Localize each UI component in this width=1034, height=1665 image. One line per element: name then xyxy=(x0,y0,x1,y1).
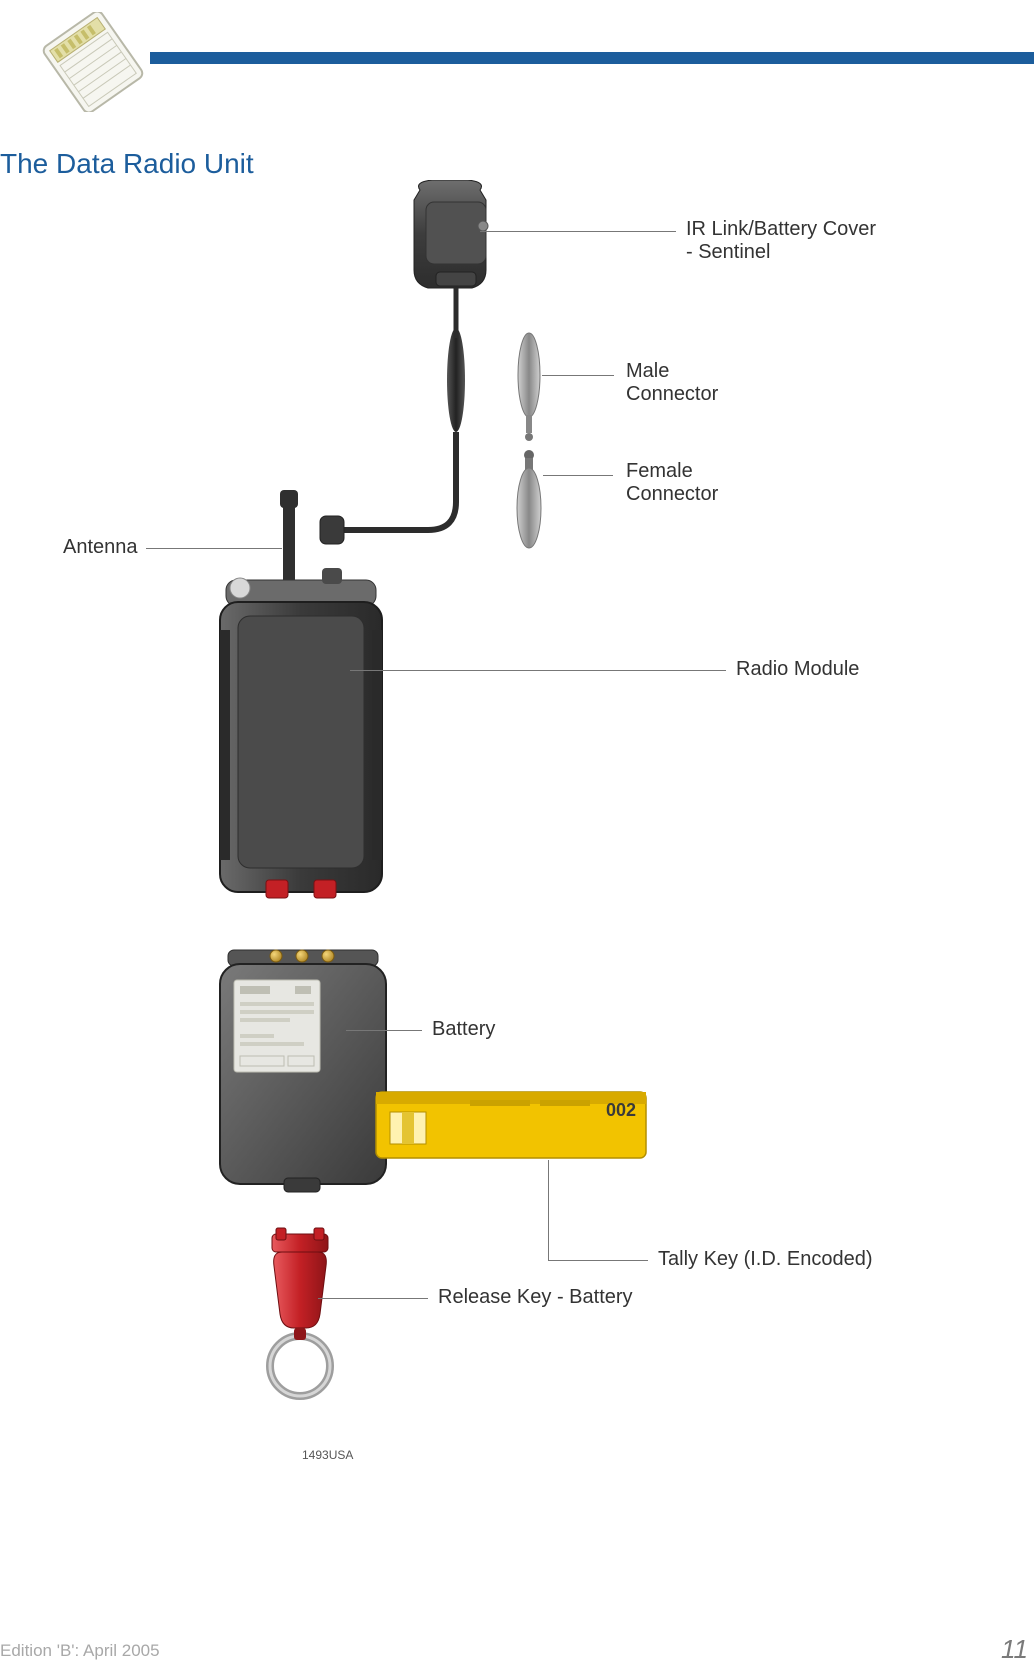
label-radio-module: Radio Module xyxy=(736,658,859,681)
label-male-connector-line2: Connector xyxy=(626,383,718,405)
sentinel-unit-graphic xyxy=(414,180,488,288)
header-rule xyxy=(150,52,1034,64)
leader-male-connector xyxy=(542,375,614,376)
leader-ir-link xyxy=(480,231,676,232)
label-female-connector-line1: Female xyxy=(626,460,693,482)
label-female-connector-line2: Connector xyxy=(626,483,718,505)
page: The Data Radio Unit xyxy=(0,0,1034,1665)
footer-edition: Edition 'B': April 2005 xyxy=(0,1641,160,1661)
leader-female-connector xyxy=(543,475,613,476)
tally-key-graphic: 002 xyxy=(376,1092,646,1158)
battery-graphic xyxy=(220,950,386,1192)
svg-text:002: 002 xyxy=(606,1100,636,1120)
leader-battery xyxy=(346,1030,422,1031)
leader-radio-module xyxy=(350,670,726,671)
release-key-graphic xyxy=(270,1228,330,1396)
label-female-connector: Female Connector xyxy=(626,460,718,506)
label-antenna: Antenna xyxy=(63,536,138,559)
footer-page-number: 11 xyxy=(1001,1634,1028,1665)
label-battery: Battery xyxy=(432,1018,495,1041)
label-ir-link-line1: IR Link/Battery Cover xyxy=(686,218,876,240)
section-title: The Data Radio Unit xyxy=(0,148,254,180)
male-connector-graphic xyxy=(518,333,540,441)
radio-module-graphic xyxy=(220,490,382,898)
label-male-connector: Male Connector xyxy=(626,360,718,406)
leader-tally-h xyxy=(548,1260,648,1261)
label-ir-link: IR Link/Battery Cover - Sentinel xyxy=(686,218,876,264)
main-illustration: 002 xyxy=(180,180,880,1580)
leader-antenna xyxy=(146,548,282,549)
female-connector-graphic xyxy=(517,450,541,548)
label-ir-link-line2: - Sentinel xyxy=(686,241,771,263)
cable-graphic xyxy=(320,288,465,544)
leader-tally-v xyxy=(548,1160,549,1260)
label-male-connector-line1: Male xyxy=(626,360,669,382)
label-tally-key: Tally Key (I.D. Encoded) xyxy=(658,1248,873,1271)
leader-release-key xyxy=(318,1298,428,1299)
label-release-key: Release Key - Battery xyxy=(438,1286,633,1309)
figure-code: 1493USA xyxy=(302,1448,353,1462)
corner-icon xyxy=(38,12,148,112)
